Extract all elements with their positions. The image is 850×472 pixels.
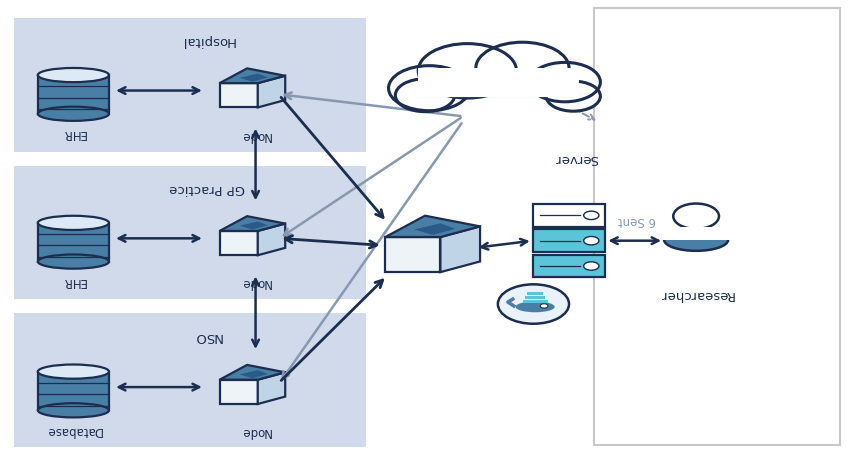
Circle shape (418, 43, 517, 98)
Polygon shape (240, 221, 268, 229)
Circle shape (584, 236, 599, 245)
Bar (527, 292, 543, 295)
Polygon shape (219, 231, 258, 255)
Text: Database: Database (45, 424, 102, 437)
Polygon shape (219, 83, 258, 108)
Bar (524, 296, 546, 299)
Text: EHR: EHR (61, 275, 86, 288)
Text: NSO: NSO (193, 329, 222, 343)
Circle shape (476, 42, 569, 94)
Text: Node: Node (241, 128, 271, 142)
Bar (37, 371, 109, 410)
Ellipse shape (37, 254, 109, 269)
Ellipse shape (37, 107, 109, 121)
Text: Server: Server (554, 152, 598, 165)
Polygon shape (440, 227, 480, 272)
Ellipse shape (516, 302, 555, 312)
Bar (14, 166, 365, 299)
Circle shape (388, 66, 470, 111)
Bar (14, 313, 365, 447)
Circle shape (541, 304, 548, 308)
Circle shape (584, 262, 599, 270)
Ellipse shape (37, 68, 109, 82)
Polygon shape (385, 216, 480, 237)
Bar (594, 8, 840, 445)
Text: 6 Sent: 6 Sent (618, 214, 656, 228)
Bar (533, 255, 605, 277)
Polygon shape (414, 223, 456, 235)
Polygon shape (240, 370, 268, 378)
Polygon shape (258, 224, 286, 255)
Circle shape (673, 203, 719, 229)
Bar (533, 204, 605, 227)
Polygon shape (385, 237, 440, 272)
Text: EHR: EHR (61, 127, 86, 140)
Text: Researcher: Researcher (659, 288, 734, 301)
Polygon shape (219, 216, 286, 231)
Text: GP Practice: GP Practice (169, 182, 246, 195)
Text: Hospital: Hospital (180, 34, 235, 47)
Bar (14, 18, 365, 152)
Circle shape (395, 79, 455, 112)
Bar (416, 69, 581, 98)
Ellipse shape (664, 229, 728, 251)
Circle shape (584, 211, 599, 219)
Polygon shape (219, 365, 286, 379)
Polygon shape (240, 74, 268, 82)
Polygon shape (219, 379, 258, 404)
Polygon shape (258, 76, 286, 108)
Bar (523, 300, 547, 303)
Text: Node: Node (241, 277, 271, 289)
Polygon shape (258, 372, 286, 404)
Circle shape (498, 284, 569, 324)
Text: Node: Node (241, 425, 271, 438)
Circle shape (547, 81, 600, 111)
Bar (660, 227, 733, 240)
Bar (37, 75, 109, 114)
Ellipse shape (37, 364, 109, 379)
Bar (533, 229, 605, 252)
Ellipse shape (37, 403, 109, 417)
Bar (418, 68, 579, 95)
Bar (37, 223, 109, 261)
Polygon shape (219, 68, 286, 83)
Circle shape (530, 62, 600, 102)
Ellipse shape (37, 216, 109, 230)
